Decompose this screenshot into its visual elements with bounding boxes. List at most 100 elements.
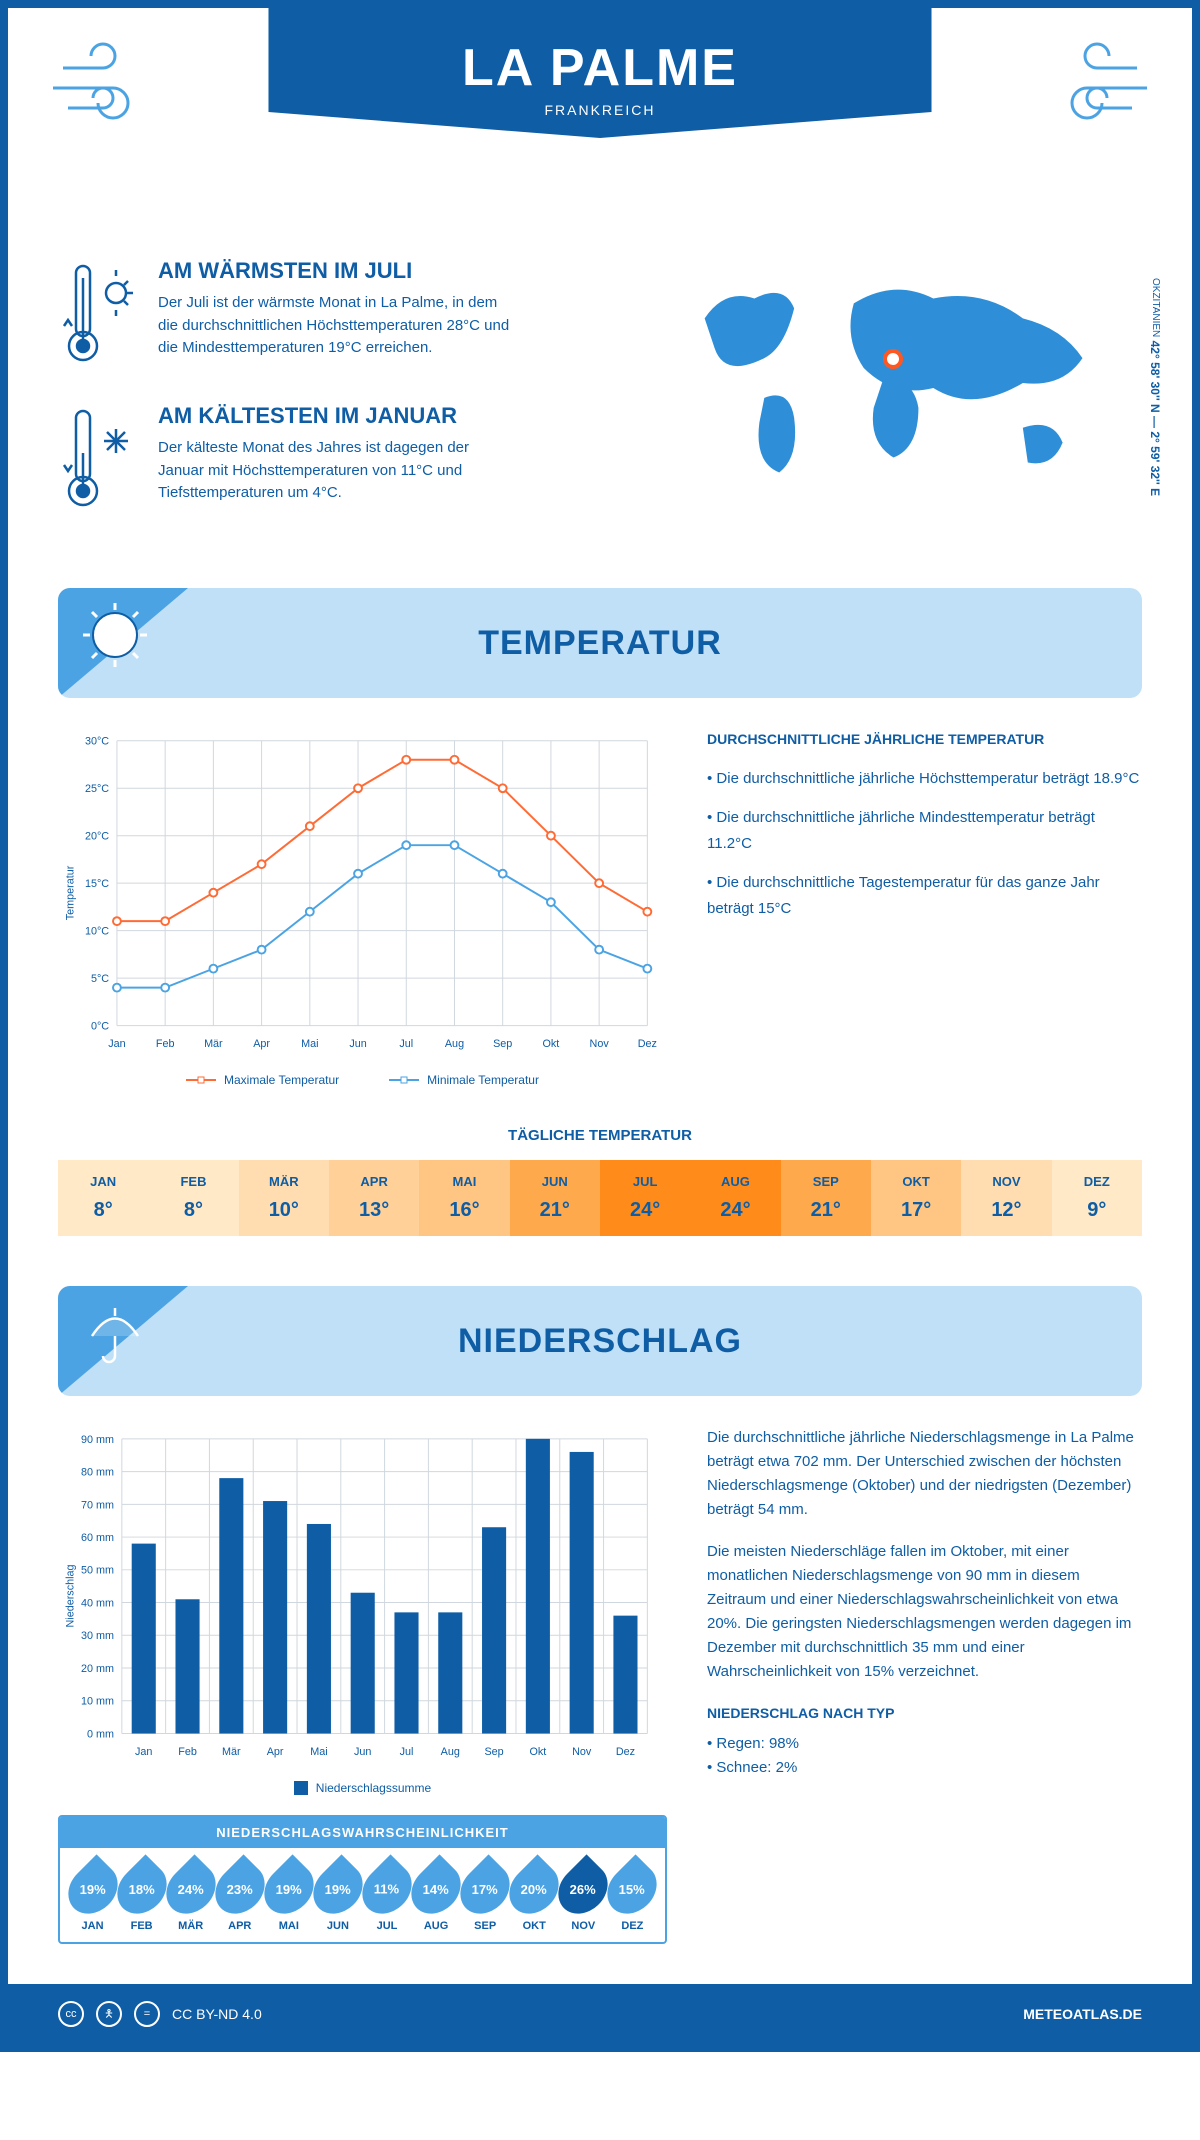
sun-icon bbox=[80, 600, 150, 675]
svg-text:30°C: 30°C bbox=[85, 736, 109, 748]
daily-temp-table: JAN8°FEB8°MÄR10°APR13°MAI16°JUN21°JUL24°… bbox=[58, 1160, 1142, 1236]
svg-text:Mär: Mär bbox=[204, 1038, 223, 1050]
footer: cc 🯅 = CC BY-ND 4.0 METEOATLAS.DE bbox=[8, 1984, 1192, 2044]
infographic-page: LA PALME FRANKREICH AM WÄRMSTEN IM JULI … bbox=[0, 0, 1200, 2052]
fact-text: AM KÄLTESTEN IM JANUAR Der kälteste Mona… bbox=[158, 403, 518, 518]
svg-text:20°C: 20°C bbox=[85, 831, 109, 843]
page-title: LA PALME bbox=[268, 38, 931, 98]
thermometer-sun-icon bbox=[58, 258, 138, 373]
svg-text:Jul: Jul bbox=[399, 1038, 413, 1050]
svg-text:Mai: Mai bbox=[310, 1746, 327, 1758]
svg-text:80 mm: 80 mm bbox=[81, 1467, 114, 1479]
svg-text:Dez: Dez bbox=[638, 1038, 657, 1050]
thermometer-snow-icon bbox=[58, 403, 138, 518]
svg-text:40 mm: 40 mm bbox=[81, 1597, 114, 1609]
chart-legend: Maximale Temperatur Minimale Temperatur bbox=[58, 1073, 667, 1087]
svg-text:25°C: 25°C bbox=[85, 783, 109, 795]
svg-text:Nov: Nov bbox=[590, 1038, 610, 1050]
legend-precip: Niederschlagssumme bbox=[294, 1781, 431, 1795]
svg-text:Mär: Mär bbox=[222, 1746, 241, 1758]
svg-text:Jan: Jan bbox=[135, 1746, 152, 1758]
svg-text:15°C: 15°C bbox=[85, 878, 109, 890]
drop-cell: 15%DEZ bbox=[608, 1862, 657, 1932]
drop-cell: 19%JUN bbox=[313, 1862, 362, 1932]
svg-text:70 mm: 70 mm bbox=[81, 1499, 114, 1511]
svg-text:60 mm: 60 mm bbox=[81, 1532, 114, 1544]
temperature-banner: TEMPERATUR bbox=[58, 588, 1142, 698]
wind-icon bbox=[48, 38, 168, 133]
temp-cell: APR13° bbox=[329, 1160, 419, 1236]
bullet: • Die durchschnittliche Tagestemperatur … bbox=[707, 870, 1142, 921]
svg-text:0 mm: 0 mm bbox=[87, 1728, 114, 1740]
facts-column: AM WÄRMSTEN IM JULI Der Juli ist der wär… bbox=[58, 258, 605, 548]
temp-cell: JUN21° bbox=[510, 1160, 600, 1236]
warm-body: Der Juli ist der wärmste Monat in La Pal… bbox=[158, 292, 518, 360]
svg-text:Dez: Dez bbox=[616, 1746, 635, 1758]
temp-cell: FEB8° bbox=[148, 1160, 238, 1236]
drop-cell: 23%APR bbox=[215, 1862, 264, 1932]
svg-text:Jul: Jul bbox=[400, 1746, 414, 1758]
drop-cell: 20%OKT bbox=[510, 1862, 559, 1932]
by-icon: 🯅 bbox=[96, 2001, 122, 2027]
svg-text:50 mm: 50 mm bbox=[81, 1565, 114, 1577]
legend-max: Maximale Temperatur bbox=[186, 1073, 339, 1087]
section-title: NIEDERSCHLAG bbox=[58, 1322, 1142, 1361]
temp-cell: SEP21° bbox=[781, 1160, 871, 1236]
drop-cell: 19%JAN bbox=[68, 1862, 117, 1932]
daily-temp-title: TÄGLICHE TEMPERATUR bbox=[58, 1127, 1142, 1144]
prob-title: NIEDERSCHLAGSWAHRSCHEINLICHKEIT bbox=[60, 1817, 665, 1848]
svg-text:Apr: Apr bbox=[267, 1746, 284, 1758]
svg-text:Apr: Apr bbox=[253, 1038, 270, 1050]
svg-text:Jun: Jun bbox=[349, 1038, 366, 1050]
svg-text:5°C: 5°C bbox=[91, 973, 109, 985]
svg-text:Mai: Mai bbox=[301, 1038, 318, 1050]
svg-text:0°C: 0°C bbox=[91, 1021, 109, 1033]
cold-title: AM KÄLTESTEN IM JANUAR bbox=[158, 403, 518, 429]
temperature-chart: 0°C5°C10°C15°C20°C25°C30°CJanFebMärAprMa… bbox=[58, 728, 667, 1087]
svg-text:Aug: Aug bbox=[445, 1038, 464, 1050]
svg-text:Sep: Sep bbox=[484, 1746, 503, 1758]
precip-p1: Die durchschnittliche jährliche Niedersc… bbox=[707, 1426, 1142, 1522]
drop-cell: 17%SEP bbox=[461, 1862, 510, 1932]
cold-fact: AM KÄLTESTEN IM JANUAR Der kälteste Mona… bbox=[58, 403, 605, 518]
precipitation-chart: 0 mm 10 mm 20 mm 30 mm 40 mm 50 mm 60 mm 70 mm 8… bbox=[58, 1426, 667, 1944]
temp-cell: JUL24° bbox=[600, 1160, 690, 1236]
svg-text:10 mm: 10 mm bbox=[81, 1696, 114, 1708]
cc-icon: cc bbox=[58, 2001, 84, 2027]
chart-legend: Niederschlagssumme bbox=[58, 1781, 667, 1795]
svg-text:Jan: Jan bbox=[108, 1038, 125, 1050]
warm-fact: AM WÄRMSTEN IM JULI Der Juli ist der wär… bbox=[58, 258, 605, 373]
svg-text:Okt: Okt bbox=[543, 1038, 560, 1050]
precipitation-banner: NIEDERSCHLAG bbox=[58, 1286, 1142, 1396]
section-title: TEMPERATUR bbox=[58, 624, 1142, 663]
precipitation-section: 0 mm 10 mm 20 mm 30 mm 40 mm 50 mm 60 mm 70 mm 8… bbox=[58, 1426, 1142, 1944]
avg-temp-text: DURCHSCHNITTLICHE JÄHRLICHE TEMPERATUR •… bbox=[707, 728, 1142, 1087]
svg-text:Nov: Nov bbox=[572, 1746, 592, 1758]
page-subtitle: FRANKREICH bbox=[268, 102, 931, 118]
svg-text:Feb: Feb bbox=[156, 1038, 175, 1050]
svg-text:Jun: Jun bbox=[354, 1746, 371, 1758]
svg-text:90 mm: 90 mm bbox=[81, 1434, 114, 1446]
svg-text:Okt: Okt bbox=[529, 1746, 546, 1758]
drop-cell: 19%MAI bbox=[264, 1862, 313, 1932]
precip-text: Die durchschnittliche jährliche Niedersc… bbox=[707, 1426, 1142, 1944]
svg-text:20 mm: 20 mm bbox=[81, 1663, 114, 1675]
temp-cell: AUG24° bbox=[690, 1160, 780, 1236]
svg-text:30 mm: 30 mm bbox=[81, 1630, 114, 1642]
warm-title: AM WÄRMSTEN IM JULI bbox=[158, 258, 518, 284]
drop-cell: 14%AUG bbox=[412, 1862, 461, 1932]
temp-cell: NOV12° bbox=[961, 1160, 1051, 1236]
drop-cell: 11%JUL bbox=[362, 1862, 411, 1932]
content: AM WÄRMSTEN IM JULI Der Juli ist der wär… bbox=[8, 238, 1192, 1984]
title-banner: LA PALME FRANKREICH bbox=[268, 8, 931, 138]
drop-cell: 24%MÄR bbox=[166, 1862, 215, 1932]
source: METEOATLAS.DE bbox=[1023, 2006, 1142, 2022]
temp-cell: MÄR10° bbox=[239, 1160, 329, 1236]
bullet: • Die durchschnittliche jährliche Höchst… bbox=[707, 766, 1142, 792]
umbrella-icon bbox=[80, 1298, 150, 1373]
bullet: • Die durchschnittliche jährliche Mindes… bbox=[707, 805, 1142, 856]
coordinates: OKZITANIEN 42° 58' 30'' N — 2° 59' 32'' … bbox=[1148, 278, 1162, 496]
nd-icon: = bbox=[134, 2001, 160, 2027]
temp-cell: JAN8° bbox=[58, 1160, 148, 1236]
svg-text:Aug: Aug bbox=[441, 1746, 460, 1758]
